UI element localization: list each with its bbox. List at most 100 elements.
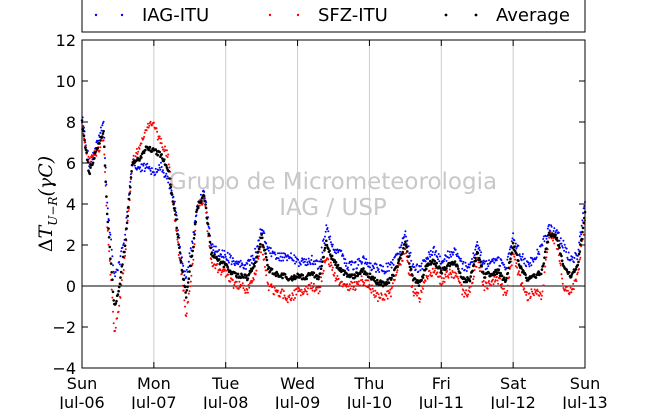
data-point bbox=[523, 287, 526, 290]
data-point bbox=[516, 273, 519, 276]
data-point bbox=[303, 258, 306, 260]
data-point bbox=[331, 245, 334, 248]
data-point bbox=[500, 259, 503, 262]
data-point bbox=[301, 257, 304, 260]
data-point bbox=[482, 259, 485, 262]
data-point bbox=[546, 240, 550, 244]
data-point bbox=[218, 248, 221, 251]
data-point bbox=[580, 224, 583, 227]
data-point bbox=[371, 268, 373, 271]
x-tick-label-date: Jul-09 bbox=[274, 393, 320, 409]
data-point bbox=[454, 248, 457, 251]
data-point bbox=[397, 252, 400, 255]
data-point bbox=[156, 153, 160, 157]
data-point bbox=[278, 259, 281, 262]
data-point bbox=[537, 250, 540, 253]
data-point bbox=[255, 255, 259, 258]
data-point bbox=[258, 255, 260, 258]
data-point bbox=[162, 171, 165, 174]
data-point bbox=[500, 274, 504, 278]
data-point bbox=[508, 260, 512, 264]
data-point bbox=[518, 270, 520, 273]
data-point bbox=[168, 177, 171, 180]
data-point bbox=[194, 220, 198, 224]
data-point bbox=[193, 222, 197, 226]
data-point bbox=[170, 189, 173, 192]
data-point bbox=[563, 289, 566, 292]
data-point bbox=[121, 246, 124, 249]
data-point bbox=[181, 284, 184, 287]
data-point bbox=[290, 252, 292, 255]
data-point bbox=[187, 266, 190, 269]
y-tick-label: 4 bbox=[66, 195, 76, 214]
data-point bbox=[214, 267, 217, 270]
y-tick-label: 0 bbox=[66, 277, 76, 296]
data-point bbox=[248, 286, 251, 289]
data-point bbox=[334, 263, 337, 267]
data-point bbox=[331, 269, 334, 271]
data-point bbox=[101, 124, 104, 127]
data-point bbox=[89, 160, 92, 163]
data-point bbox=[429, 271, 432, 274]
data-point bbox=[324, 235, 326, 238]
data-point bbox=[253, 264, 256, 268]
data-point bbox=[390, 295, 392, 298]
data-point bbox=[172, 195, 175, 198]
data-point bbox=[320, 246, 323, 249]
data-point bbox=[305, 258, 308, 261]
data-point bbox=[177, 243, 180, 246]
data-point bbox=[203, 199, 207, 203]
data-point bbox=[124, 254, 127, 257]
data-point bbox=[580, 237, 583, 241]
data-point bbox=[496, 279, 499, 282]
data-point bbox=[419, 269, 422, 272]
data-point bbox=[208, 227, 211, 230]
data-point bbox=[452, 251, 455, 254]
data-point bbox=[223, 261, 226, 264]
data-point bbox=[323, 249, 326, 252]
data-point bbox=[387, 281, 391, 285]
data-point bbox=[362, 267, 365, 270]
data-point bbox=[100, 129, 103, 132]
data-point bbox=[521, 253, 524, 255]
data-point bbox=[476, 244, 479, 247]
data-point bbox=[288, 296, 291, 299]
data-point bbox=[285, 255, 288, 258]
data-point bbox=[362, 255, 365, 258]
data-point bbox=[488, 282, 491, 285]
legend-marker-sfz-itu bbox=[268, 13, 272, 17]
data-point bbox=[547, 231, 551, 235]
data-point bbox=[392, 274, 395, 278]
data-point bbox=[479, 254, 482, 257]
data-point bbox=[185, 315, 188, 317]
data-point bbox=[403, 236, 406, 238]
data-point bbox=[321, 251, 324, 254]
data-point bbox=[380, 264, 383, 267]
data-point bbox=[390, 261, 392, 264]
data-point bbox=[464, 292, 467, 295]
data-point bbox=[111, 255, 114, 258]
data-point bbox=[576, 254, 579, 257]
x-tick-label-day: Thu bbox=[353, 374, 384, 393]
data-point bbox=[572, 288, 575, 291]
data-point bbox=[370, 291, 373, 294]
legend-label-iag-itu: IAG-ITU bbox=[142, 5, 209, 26]
data-point bbox=[365, 258, 368, 261]
data-point bbox=[241, 263, 244, 266]
data-point bbox=[302, 292, 305, 295]
data-point bbox=[581, 219, 584, 222]
data-point bbox=[502, 293, 505, 296]
data-point bbox=[574, 267, 578, 271]
data-point bbox=[559, 237, 562, 240]
data-point bbox=[222, 265, 226, 269]
data-point bbox=[154, 148, 158, 151]
data-point bbox=[407, 272, 410, 275]
data-point bbox=[561, 282, 564, 285]
data-point bbox=[491, 260, 494, 262]
data-point bbox=[582, 233, 585, 236]
data-point bbox=[408, 265, 412, 269]
data-point bbox=[299, 294, 302, 297]
data-point bbox=[409, 251, 412, 254]
data-point bbox=[567, 251, 570, 254]
data-point bbox=[243, 284, 245, 287]
